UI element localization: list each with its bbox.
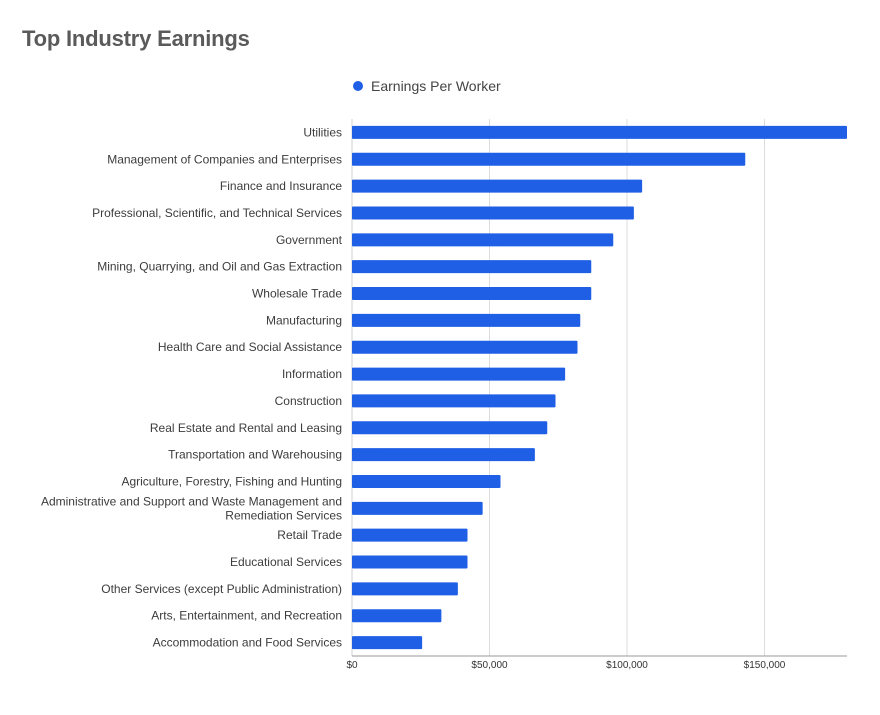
legend-swatch-icon: [353, 81, 363, 91]
bar: [352, 448, 535, 462]
category-label: Remediation Services: [225, 508, 342, 522]
category-label: Transportation and Warehousing: [168, 448, 342, 462]
category-label: Utilities: [303, 125, 342, 139]
bar: [352, 206, 634, 220]
bar: [352, 501, 483, 515]
category-label: Professional, Scientific, and Technical …: [92, 206, 342, 220]
x-tick-label: $0: [346, 660, 358, 671]
bar: [352, 313, 581, 327]
category-label: Construction: [275, 394, 342, 408]
bar: [352, 421, 548, 435]
category-label: Government: [276, 233, 343, 247]
bar: [352, 394, 556, 408]
category-label: Health Care and Social Assistance: [158, 340, 342, 354]
bar: [352, 474, 501, 488]
x-tick-label: $150,000: [744, 660, 786, 671]
category-label: Other Services (except Public Administra…: [101, 582, 342, 596]
bar: [352, 179, 643, 193]
category-label: Educational Services: [230, 555, 342, 569]
category-label: Mining, Quarrying, and Oil and Gas Extra…: [97, 260, 342, 274]
category-label: Retail Trade: [277, 528, 342, 542]
bar: [352, 152, 746, 166]
x-tick-label: $100,000: [606, 660, 648, 671]
bar: [352, 125, 847, 139]
bar: [352, 636, 423, 650]
bar: [352, 260, 592, 274]
bar: [352, 340, 578, 354]
category-label: Information: [282, 367, 342, 381]
bar: [352, 609, 442, 623]
bar: [352, 555, 468, 569]
bar: [352, 582, 458, 596]
category-label: Real Estate and Rental and Leasing: [150, 421, 342, 435]
bar: [352, 528, 468, 542]
category-label: Management of Companies and Enterprises: [107, 152, 342, 166]
bar: [352, 367, 566, 381]
legend-label: Earnings Per Worker: [371, 78, 501, 94]
bar: [352, 233, 614, 247]
category-label: Agriculture, Forestry, Fishing and Hunti…: [121, 474, 342, 488]
category-label: Arts, Entertainment, and Recreation: [151, 609, 342, 623]
category-label: Accommodation and Food Services: [153, 636, 342, 650]
legend[interactable]: Earnings Per Worker: [353, 78, 501, 94]
category-label: Manufacturing: [266, 313, 342, 327]
category-label: Administrative and Support and Waste Man…: [41, 494, 342, 508]
bar: [352, 287, 592, 301]
x-tick-label: $50,000: [471, 660, 508, 671]
category-label: Wholesale Trade: [252, 287, 342, 301]
category-label: Finance and Insurance: [220, 179, 342, 193]
chart-title: Top Industry Earnings: [22, 26, 250, 51]
